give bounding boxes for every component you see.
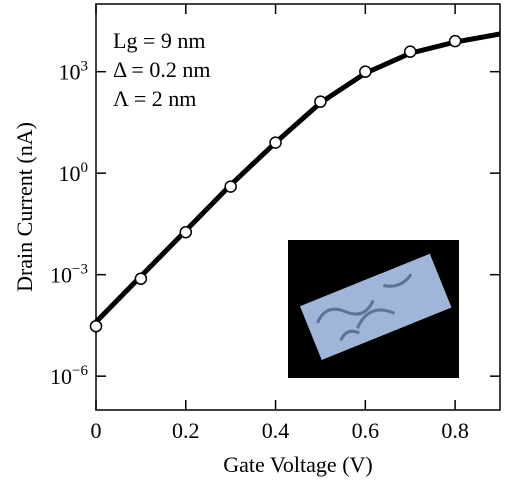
y-tick-label: 10−6 [50, 363, 88, 389]
x-tick-label: 0.4 [262, 418, 290, 443]
x-tick-label: 0.6 [352, 418, 380, 443]
data-point [315, 96, 326, 107]
data-point [135, 273, 146, 284]
data-point [450, 36, 461, 47]
data-point [225, 181, 236, 192]
x-tick-label: 0 [91, 418, 102, 443]
chart: Gate Voltage (V) Drain Current (nA) 0 0.2… [0, 0, 507, 484]
y-axis-label: Drain Current (nA) [12, 122, 37, 292]
annotation: Δ = 0.2 nm [113, 57, 210, 82]
y-tick-label: 100 [59, 160, 89, 186]
x-tick-label: 0.2 [172, 418, 200, 443]
x-axis-label: Gate Voltage (V) [223, 452, 372, 477]
x-tick-label: 0.8 [441, 418, 469, 443]
annotation: Lg = 9 nm [113, 28, 205, 53]
data-point [405, 46, 416, 57]
data-point [360, 66, 371, 77]
inset-image [288, 240, 459, 378]
y-tick-label: 103 [59, 59, 89, 85]
y-tick-label: 10−3 [50, 262, 88, 288]
data-point [180, 227, 191, 238]
annotation: Λ = 2 nm [113, 86, 196, 111]
data-point [270, 137, 281, 148]
data-point [91, 321, 102, 332]
